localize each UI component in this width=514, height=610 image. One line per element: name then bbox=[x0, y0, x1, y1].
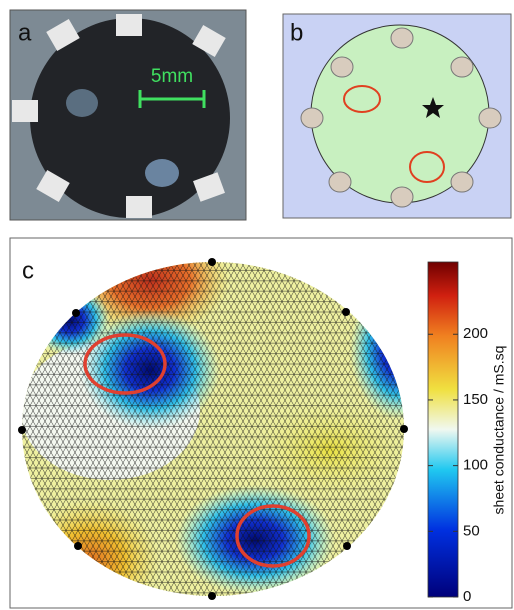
figure: 5mm a b 0 50 100 150 200 sheet conductance /… bbox=[0, 0, 514, 610]
panel-label: c bbox=[22, 257, 34, 284]
tick-label: 50 bbox=[463, 522, 480, 539]
hole bbox=[66, 89, 98, 117]
scale-label: 5mm bbox=[151, 66, 193, 87]
panel-b: b bbox=[283, 14, 511, 218]
page: 5mm a b 0 50 100 150 200 sheet conductance /… bbox=[0, 0, 514, 610]
panel-c: 0 50 100 150 200 sheet conductance / mS.sq c bbox=[10, 225, 512, 610]
colorbar bbox=[428, 262, 458, 597]
tick-label: 0 bbox=[463, 588, 471, 605]
panel-a: 5mm a bbox=[10, 10, 246, 220]
colorbar-label: sheet conductance / mS.sq bbox=[491, 346, 507, 515]
tick-label: 150 bbox=[463, 391, 488, 408]
hole bbox=[145, 159, 179, 187]
panel-label: a bbox=[18, 19, 32, 46]
tick-label: 100 bbox=[463, 457, 488, 474]
tick-label: 200 bbox=[463, 325, 488, 342]
panel-label: b bbox=[290, 19, 303, 46]
